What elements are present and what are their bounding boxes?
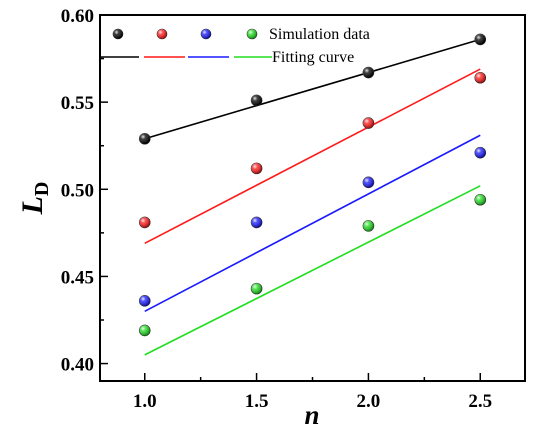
x-tick-label: 2.0	[357, 391, 381, 412]
x-tick-label: 1.5	[245, 391, 269, 412]
fit-line	[144, 38, 481, 140]
data-point-highlight	[251, 94, 263, 106]
x-axis-title: n	[304, 400, 319, 430]
legend-label-fitting: Fitting curve	[272, 49, 354, 66]
axis-ticks	[100, 14, 482, 381]
legend-point-highlight	[157, 29, 167, 39]
y-tick-label: 0.55	[61, 93, 94, 114]
tick-labels: 1.0 1.5 2.0 2.5 0.40 0.45 0.50 0.55 0.60	[61, 6, 492, 412]
y-tick-label: 0.45	[61, 267, 94, 288]
data-point-highlight	[139, 324, 151, 336]
x-tick-label: 2.5	[468, 391, 492, 412]
fit-line	[144, 134, 481, 312]
y-axis-title: LD	[16, 182, 53, 216]
fit-line	[144, 68, 481, 245]
data-point-highlight	[251, 162, 263, 174]
data-point-highlight	[251, 283, 263, 295]
x-tick-label: 1.0	[133, 391, 157, 412]
y-tick-label: 0.50	[61, 180, 94, 201]
data-point-highlight	[362, 176, 374, 188]
data-point-highlight	[139, 216, 151, 228]
data-point-highlight	[139, 295, 151, 307]
legend-point-highlight	[201, 29, 211, 39]
data-point-highlight	[139, 133, 151, 145]
y-axis-title-main: L	[16, 196, 49, 215]
fit-lines	[144, 38, 481, 356]
fit-line	[144, 185, 481, 356]
data-point-highlight	[362, 117, 374, 129]
data-point-highlight	[474, 33, 486, 45]
data-points	[138, 33, 487, 337]
y-tick-label: 0.40	[61, 355, 94, 376]
legend-point-highlight	[113, 29, 123, 39]
plot-frame	[99, 14, 526, 382]
data-point-highlight	[474, 72, 486, 84]
data-point-highlight	[251, 216, 263, 228]
data-point-highlight	[362, 67, 374, 79]
legend: Simulation data Fitting curve	[99, 26, 370, 66]
data-point-highlight	[474, 147, 486, 159]
y-tick-label: 0.60	[61, 6, 94, 27]
data-point-highlight	[362, 220, 374, 232]
data-point-highlight	[474, 194, 486, 206]
legend-point-highlight	[247, 29, 257, 39]
legend-label-simulation: Simulation data	[269, 26, 370, 43]
y-axis-title-subscript: D	[31, 182, 53, 196]
